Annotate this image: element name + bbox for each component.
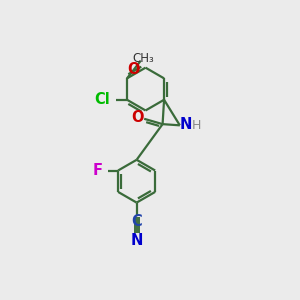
Text: N: N	[130, 233, 143, 248]
Text: CH₃: CH₃	[132, 52, 154, 65]
Text: Cl: Cl	[94, 92, 110, 107]
Text: F: F	[92, 163, 102, 178]
Text: N: N	[180, 117, 192, 132]
Text: O: O	[128, 62, 140, 77]
Text: C: C	[131, 214, 142, 229]
Text: H: H	[191, 119, 201, 132]
Text: O: O	[131, 110, 144, 125]
